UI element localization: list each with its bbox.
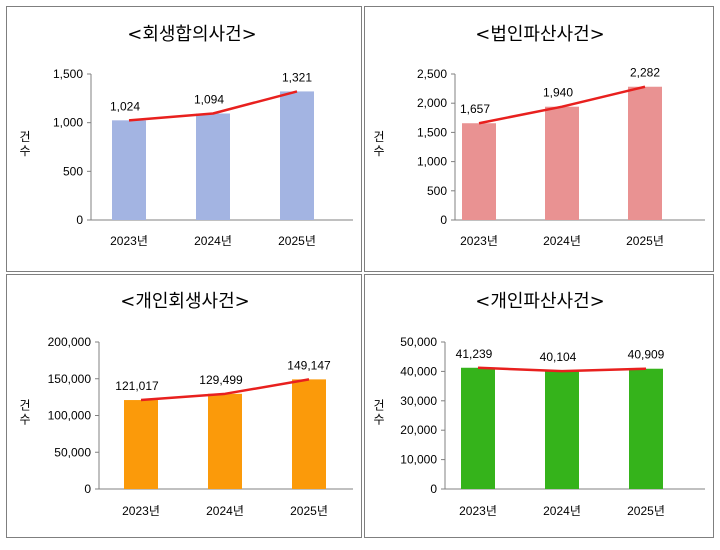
x-tick-label: 2024년: [543, 504, 581, 518]
data-label: 40,104: [540, 350, 577, 364]
data-label: 1,321: [282, 70, 312, 84]
x-tick-label: 2024년: [543, 234, 581, 248]
bar-2025년: [280, 91, 314, 220]
y-tick-label: 30,000: [400, 394, 437, 408]
data-label: 1,657: [460, 102, 490, 116]
y-tick-label: 0: [84, 482, 91, 496]
chart-personal-bankruptcy: <개인파산사건> 건 수 0 10,000 20,000 30,000 40,000 50,00…: [373, 291, 705, 518]
x-tick-label: 2023년: [122, 504, 160, 518]
y-tick-label: 0: [76, 213, 83, 227]
x-tick-label: 2023년: [459, 504, 497, 518]
chart-title: <법인파산사건>: [475, 24, 605, 45]
chart-title: <개인회생사건>: [120, 291, 250, 312]
chart-panel-corporate-bankruptcy: <법인파산사건> 건 수 0 500 1,000 1,500 2,000 2,500 1,657 1…: [364, 6, 714, 272]
y-tick-label: 0: [440, 213, 447, 227]
data-label: 1,940: [543, 86, 573, 100]
data-label: 40,909: [628, 348, 665, 362]
y-tick-label: 2,000: [417, 96, 447, 110]
y-tick-label: 500: [427, 184, 447, 198]
x-tick-label: 2023년: [110, 234, 148, 248]
chart-panel-rehab-collective: <회생합의사건> 건 수 0 500 1,000 1,500 1,024 1,094 1,321 2…: [6, 6, 362, 272]
x-tick-label: 2024년: [206, 504, 244, 518]
x-tick-label: 2025년: [290, 504, 328, 518]
chart-rehab-collective: <회생합의사건> 건 수 0 500 1,000 1,500 1,024 1,094 1,321 2…: [19, 24, 353, 248]
bar-2025년: [628, 86, 662, 220]
bar-2024년: [208, 393, 242, 489]
y-tick-label: 50,000: [400, 335, 437, 349]
y-tick-label: 40,000: [400, 364, 437, 378]
bar-2025년: [629, 368, 663, 489]
data-label: 2,282: [630, 66, 660, 80]
y-tick-label: 1,000: [417, 155, 447, 169]
data-label: 121,017: [115, 379, 159, 393]
bar-2024년: [196, 113, 230, 220]
trend-line: [478, 85, 646, 125]
bar-2023년: [124, 400, 158, 489]
trend-line: [477, 366, 647, 373]
y-tick-label: 10,000: [400, 453, 437, 467]
y-tick-label: 1,500: [53, 67, 83, 81]
chart-corporate-bankruptcy: <법인파산사건> 건 수 0 500 1,000 1,500 2,000 2,500 1,657 1…: [373, 24, 705, 248]
data-label: 1,024: [110, 99, 140, 113]
x-tick-label: 2025년: [278, 234, 316, 248]
y-tick-label: 150,000: [48, 372, 92, 386]
chart-title: <개인파산사건>: [475, 291, 605, 312]
y-tick-label: 200,000: [48, 335, 92, 349]
data-label: 41,239: [456, 347, 493, 361]
chart-title: <회생합의사건>: [127, 24, 257, 45]
x-tick-label: 2025년: [626, 234, 664, 248]
chart-personal-rehab: <개인회생사건> 건 수 0 50,000 100,000 150,000 200,000 12…: [19, 291, 353, 518]
bar-2025년: [292, 379, 326, 489]
trend-line: [128, 90, 298, 122]
bar-2023년: [112, 120, 146, 220]
y-tick-label: 100,000: [48, 409, 92, 423]
bar-2023년: [461, 367, 495, 489]
y-tick-label: 20,000: [400, 423, 437, 437]
bar-2024년: [545, 106, 579, 220]
data-label: 129,499: [199, 373, 243, 387]
bar-2024년: [545, 371, 579, 489]
y-tick-label: 1,000: [53, 116, 83, 130]
x-tick-label: 2024년: [194, 234, 232, 248]
chart-panel-personal-rehab: <개인회생사건> 건 수 0 50,000 100,000 150,000 200,000 12…: [6, 274, 362, 538]
y-tick-label: 2,500: [417, 67, 447, 81]
data-label: 149,147: [287, 358, 331, 372]
x-tick-label: 2023년: [460, 234, 498, 248]
y-tick-label: 500: [63, 164, 83, 178]
trend-line: [140, 378, 310, 402]
y-tick-label: 1,500: [417, 125, 447, 139]
y-tick-label: 0: [430, 482, 437, 496]
bar-2023년: [462, 123, 496, 220]
data-label: 1,094: [194, 93, 224, 107]
y-tick-label: 50,000: [54, 445, 91, 459]
chart-panel-personal-bankruptcy: <개인파산사건> 건 수 0 10,000 20,000 30,000 40,000 50,00…: [364, 274, 714, 538]
x-tick-label: 2025년: [627, 504, 665, 518]
